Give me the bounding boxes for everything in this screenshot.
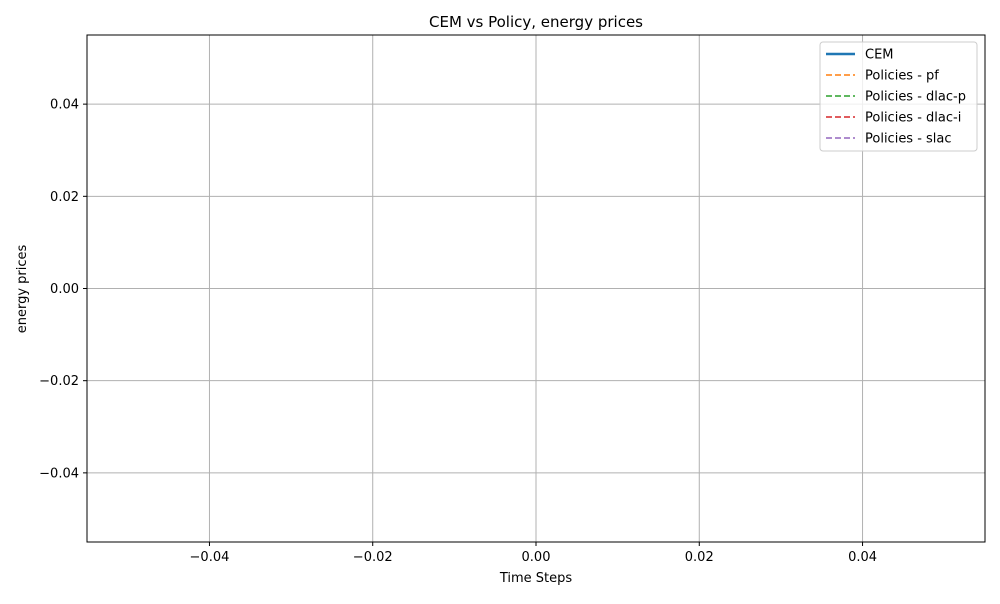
legend-frame	[819, 41, 978, 152]
legend-label-3: Policies - dlac-i	[865, 111, 961, 126]
y-tick-label: 0.00	[50, 282, 79, 297]
x-axis-ticks: −0.04 −0.02 0.00 0.02 0.04	[190, 542, 877, 565]
y-tick-label: −0.04	[39, 466, 79, 481]
y-tick-label: 0.02	[50, 190, 79, 205]
x-tick-label: −0.02	[353, 550, 393, 565]
y-tick-label: −0.02	[39, 374, 79, 389]
x-axis-label: Time Steps	[499, 571, 573, 586]
chart-title: CEM vs Policy, energy prices	[429, 13, 643, 31]
legend-label-0: CEM	[865, 48, 894, 63]
y-axis-ticks: −0.04 −0.02 0.00 0.02 0.04	[39, 98, 87, 481]
x-tick-label: 0.04	[848, 550, 877, 565]
x-tick-label: 0.02	[685, 550, 714, 565]
legend-label-2: Policies - dlac-p	[865, 90, 966, 105]
y-axis-label: energy prices	[15, 244, 30, 333]
y-tick-label: 0.04	[50, 98, 79, 113]
x-tick-label: −0.04	[190, 550, 230, 565]
legend: CEM Policies - pf Policies - dlac-p Policie…	[819, 41, 978, 152]
legend-label-1: Policies - pf	[865, 69, 939, 84]
legend-label-4: Policies - slac	[865, 132, 952, 147]
x-tick-label: 0.00	[522, 550, 551, 565]
